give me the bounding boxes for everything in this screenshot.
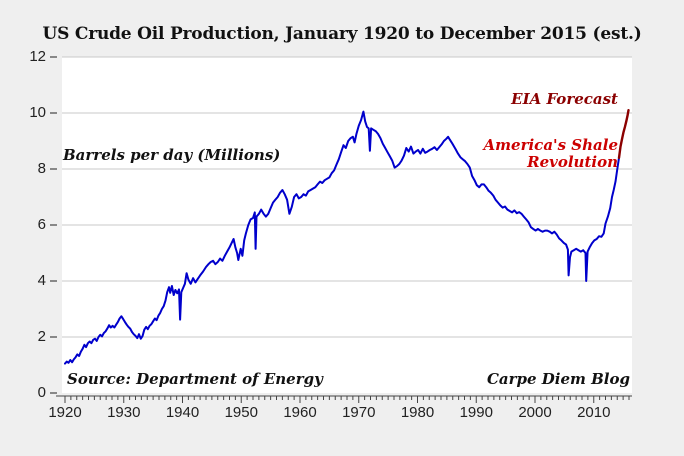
x-tick-label-2010: 2010 (577, 404, 611, 421)
x-tick-label-1990: 1990 (459, 404, 493, 421)
x-tick-label-1950: 1950 (224, 404, 258, 421)
y-tick-label-2: 2 (37, 328, 46, 345)
y-tick-label-6: 6 (37, 216, 46, 233)
x-tick-label-1920: 1920 (48, 404, 82, 421)
credit-note: Carpe Diem Blog (486, 370, 630, 388)
shale-revolution-line2: Revolution (527, 153, 618, 171)
units-note: Barrels per day (Millions) (63, 146, 281, 164)
y-tick-label-8: 8 (37, 160, 46, 177)
x-tick-label-1980: 1980 (400, 404, 435, 421)
x-tick-label-1930: 1930 (107, 404, 141, 421)
production-line (64, 110, 620, 365)
y-tick-label-0: 0 (37, 384, 46, 401)
x-tick-label-1960: 1960 (283, 404, 317, 421)
y-tick-label-4: 4 (37, 272, 46, 289)
shale-revolution-line1: America's Shale (483, 136, 618, 154)
forecast-line (617, 108, 630, 160)
shale-revolution-label: America's Shale Revolution (438, 137, 618, 171)
x-tick-label-2000: 2000 (518, 404, 552, 421)
chart-title: US Crude Oil Production, January 1920 to… (42, 24, 642, 44)
y-tick-label-12: 12 (29, 48, 46, 65)
x-tick-label-1940: 1940 (165, 404, 200, 421)
y-tick-label-10: 10 (29, 104, 46, 121)
source-note: Source: Department of Energy (67, 370, 323, 388)
x-tick-label-1970: 1970 (342, 404, 376, 421)
eia-forecast-label: EIA Forecast (511, 90, 618, 108)
